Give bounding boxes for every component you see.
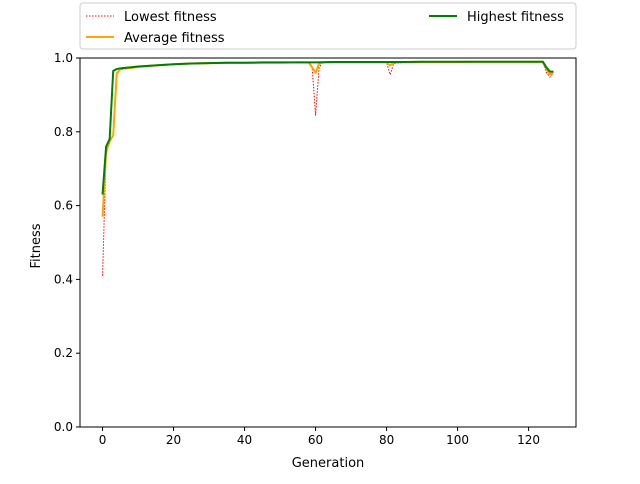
y-tick-label: 0.2 (54, 346, 73, 360)
legend-label: Average fitness (124, 31, 225, 46)
legend-box (79, 2, 577, 50)
x-tick-label: 20 (166, 433, 181, 447)
x-axis-label: Generation (292, 456, 365, 471)
x-tick-label: 0 (99, 433, 107, 447)
plot-area (101, 60, 555, 276)
legend: Lowest fitness Average fitness Highest fit… (79, 2, 577, 50)
x-tick-label: 120 (517, 433, 540, 447)
series-line-lowest-fitness (102, 61, 554, 276)
axes: 0 20 40 60 80 100 120 0.0 0.2 0.4 0.6 0.8 1.0 (54, 51, 577, 447)
x-tick-label: 100 (446, 433, 469, 447)
x-tick-label: 40 (237, 433, 252, 447)
y-tick-label: 0.8 (54, 125, 73, 139)
legend-label: Lowest fitness (124, 10, 217, 25)
y-axis-label: Fitness (29, 223, 44, 268)
axes-frame (79, 57, 577, 428)
series-line-average-fitness (101, 60, 555, 217)
y-tick-label: 0.0 (54, 420, 73, 434)
x-tick-label: 80 (379, 433, 394, 447)
series-line-highest-fitness (101, 60, 554, 195)
y-tick-label: 0.6 (54, 199, 73, 213)
legend-label: Highest fitness (467, 10, 564, 25)
y-tick-label: 1.0 (54, 51, 73, 65)
x-tick-label: 60 (308, 433, 323, 447)
y-tick-label: 0.4 (54, 272, 73, 286)
